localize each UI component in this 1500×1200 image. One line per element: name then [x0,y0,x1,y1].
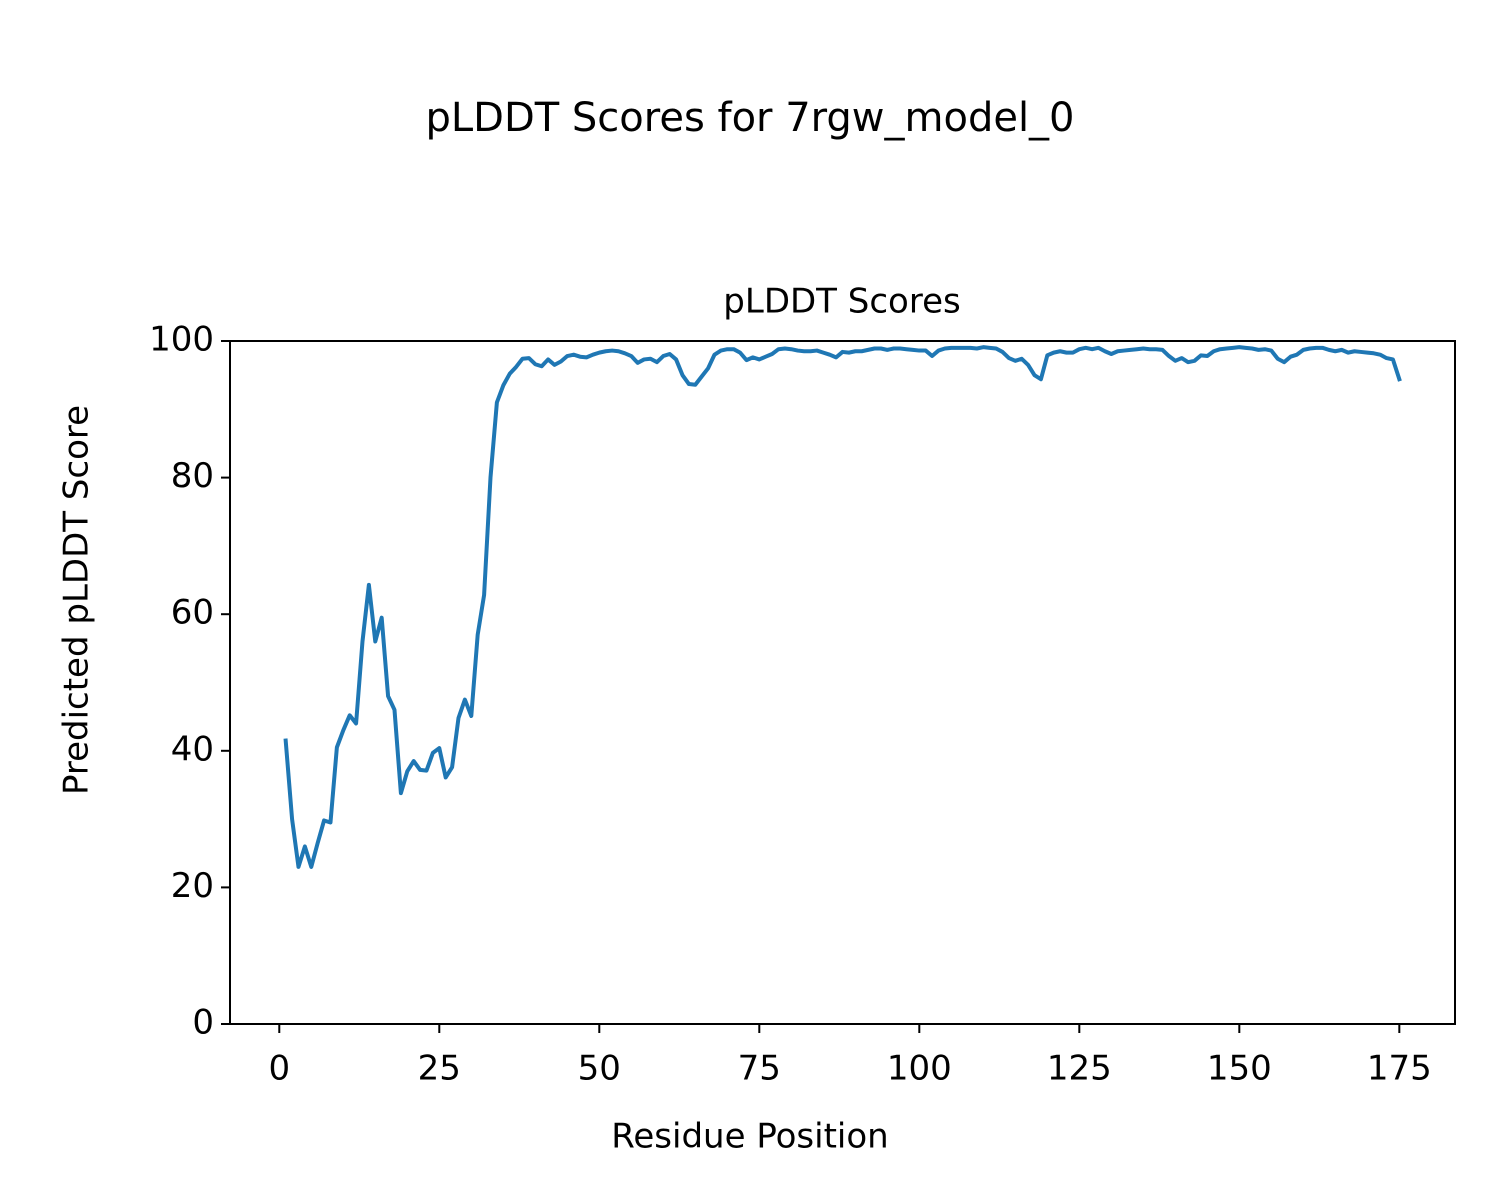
chart-title: pLDDT Scores for 7rgw_model_0 [425,95,1074,141]
plot-frame [229,340,1456,1025]
x-tick-label: 150 [1207,1049,1272,1089]
x-tick-label: 100 [887,1049,952,1089]
chart-subtitle: pLDDT Scores [723,282,960,322]
y-tick-label: 100 [149,320,214,360]
y-tick-label: 40 [171,729,214,769]
y-tick-label: 20 [171,866,214,906]
y-axis-label: Predicted pLDDT Score [57,405,97,795]
y-tick-label: 0 [192,1003,214,1043]
y-tick-label: 80 [171,456,214,496]
data-line [283,345,1402,869]
x-tick-label: 50 [578,1049,621,1089]
x-tick-label: 25 [418,1049,461,1089]
x-tick-label: 75 [738,1049,781,1089]
y-tick-label: 60 [171,593,214,633]
x-tick-label: 175 [1367,1049,1432,1089]
x-tick-label: 0 [268,1049,290,1089]
x-tick-label: 125 [1047,1049,1112,1089]
x-axis-label: Residue Position [611,1117,888,1157]
